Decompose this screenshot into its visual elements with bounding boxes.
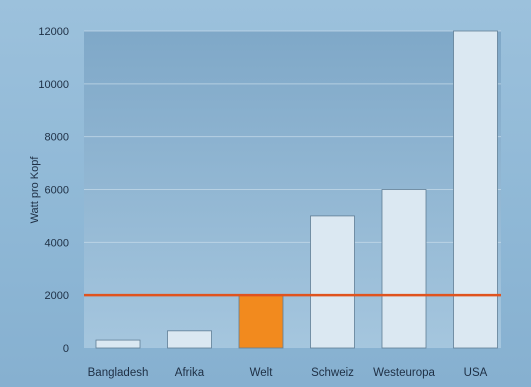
bar-bangladesh xyxy=(95,339,141,349)
bar-westeuropa xyxy=(381,189,427,349)
bar-usa xyxy=(453,30,498,349)
x-category-label: Schweiz xyxy=(311,367,354,379)
y-tick-label: 8000 xyxy=(45,132,69,144)
x-category-label: Westeuropa xyxy=(373,367,435,379)
bar-welt xyxy=(238,294,284,349)
y-tick-label: 12000 xyxy=(38,26,69,38)
y-tick-label: 4000 xyxy=(45,237,69,249)
y-tick-label: 2000 xyxy=(45,290,69,302)
y-tick-labels: 0 2000 4000 6000 8000 10000 12000 xyxy=(38,26,69,355)
x-category-label: Welt xyxy=(250,367,274,379)
x-category-label: Afrika xyxy=(175,367,205,379)
y-tick-label: 0 xyxy=(63,343,69,355)
x-category-labels: Bangladesh Afrika Welt Schweiz Westeuropa USA xyxy=(88,367,488,379)
bar-schweiz xyxy=(310,215,355,349)
y-tick-label: 6000 xyxy=(45,185,69,197)
y-tick-label: 10000 xyxy=(38,79,69,91)
x-category-label: Bangladesh xyxy=(88,367,149,379)
y-axis-label: Watt pro Kopf xyxy=(29,156,41,224)
x-category-label: USA xyxy=(464,367,488,379)
bar-afrika xyxy=(167,330,212,349)
